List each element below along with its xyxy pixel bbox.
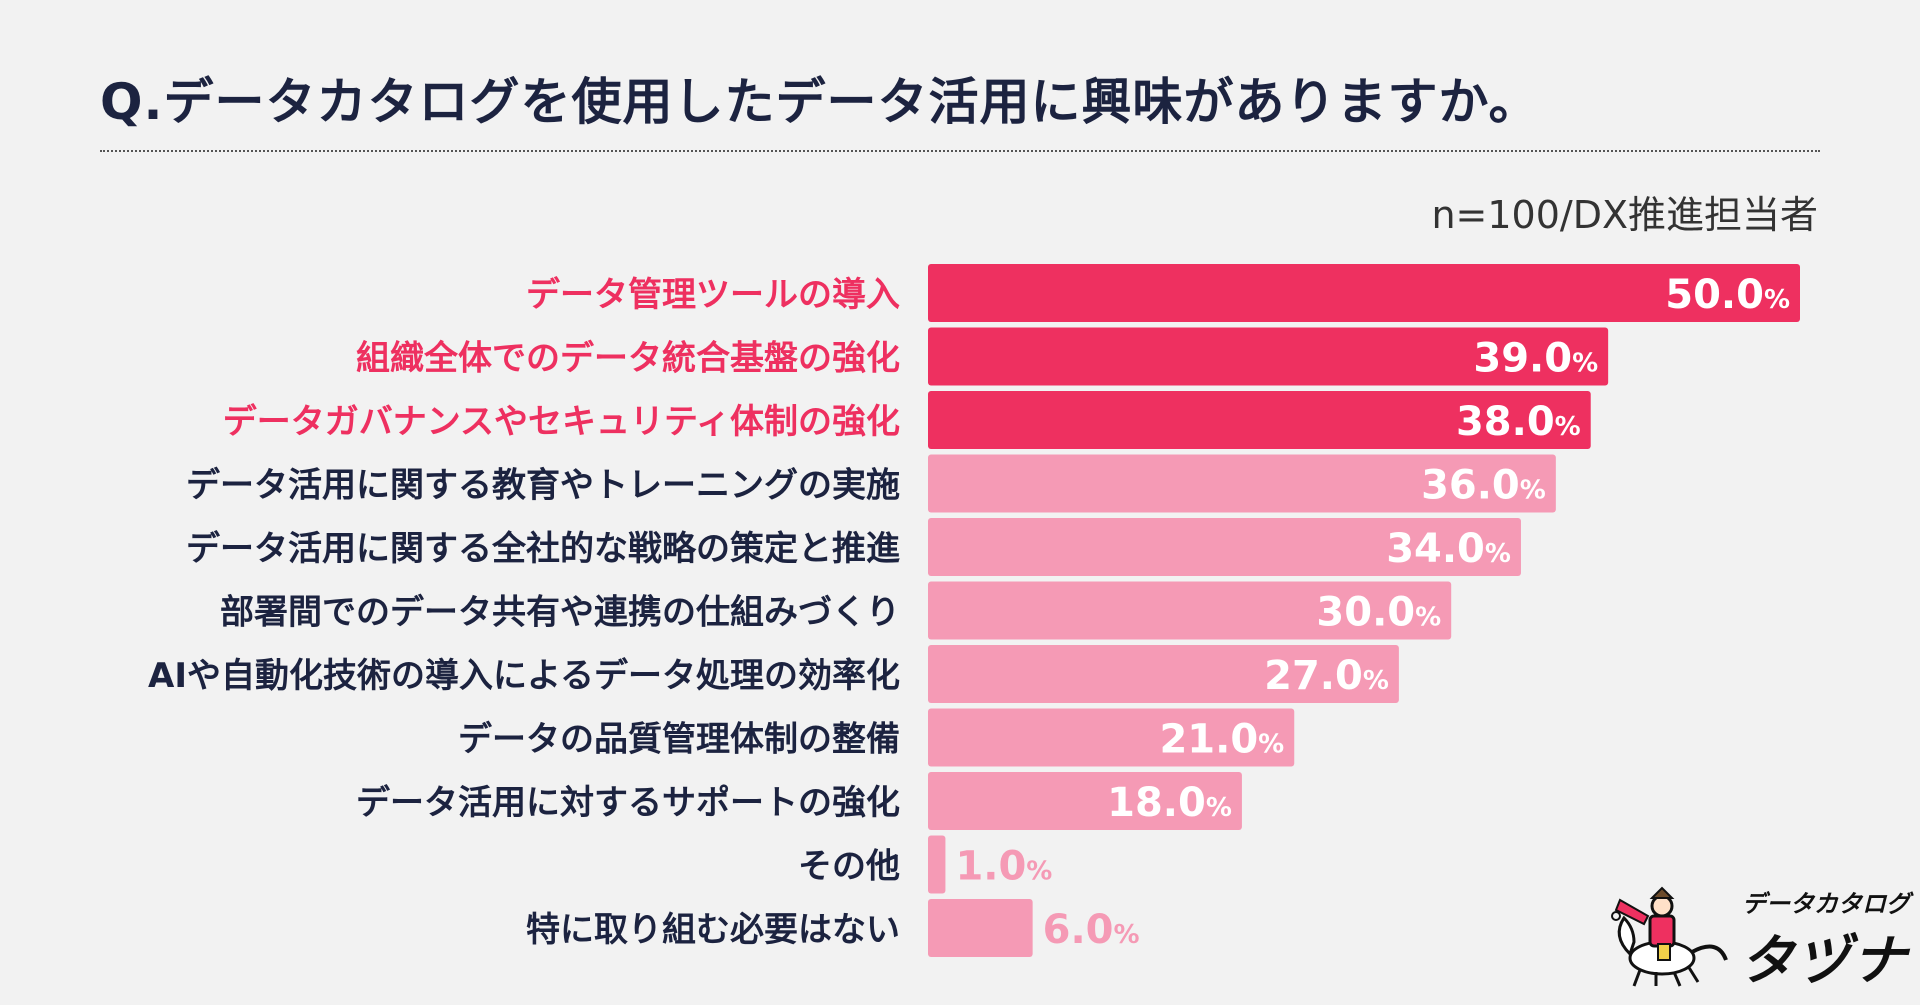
value-label: 21.0% [1159,717,1284,763]
category-label: 組織全体でのデータ統合基盤の強化 [356,339,900,379]
category-label: データの品質管理体制の整備 [458,720,900,760]
category-label: データ活用に関する全社的な戦略の策定と推進 [186,529,900,569]
mascot-rider-icon [1611,886,1728,987]
brand-logo: データカタログ タヅナ [1600,876,1910,992]
category-label: 部署間でのデータ共有や連携の仕組みづくり [220,593,900,633]
logo-subtitle: データカタログ [1742,890,1910,918]
bar [928,645,1399,703]
logo-name: タヅナ [1740,929,1908,992]
bar [928,264,1800,322]
value-label: 34.0% [1386,526,1511,572]
category-label: AIや自動化技術の導入によるデータ処理の効率化 [148,656,900,696]
bar [928,327,1609,386]
bar [928,772,1242,830]
bar [928,518,1521,576]
value-label: 18.0% [1107,780,1232,826]
value-label: 30.0% [1316,590,1441,636]
category-label: その他 [798,847,900,887]
title-divider [100,150,1820,152]
bar [928,835,946,894]
value-label: 27.0% [1264,653,1389,699]
bar [928,581,1452,640]
value-label: 38.0% [1456,399,1581,445]
bar [928,899,1033,957]
value-label: 39.0% [1473,336,1598,382]
value-label: 50.0% [1665,272,1790,318]
category-label: データ管理ツールの導入 [526,275,900,315]
sample-note: n=100/DX推進担当者 [1431,193,1818,237]
bar [928,708,1295,767]
bar [928,391,1591,449]
value-label: 36.0% [1421,463,1546,509]
bar [928,454,1556,513]
category-label: データ活用に対するサポートの強化 [356,783,900,823]
category-label: データガバナンスやセキュリティ体制の強化 [223,402,900,442]
value-label: 1.0% [955,844,1052,890]
value-label: 6.0% [1043,907,1140,953]
category-label: 特に取り組む必要はない [526,910,900,950]
category-label: データ活用に関する教育やトレーニングの実施 [186,466,900,506]
chart-title: Q.データカタログを使用したデータ活用に興味がありますか。 [100,73,1540,131]
